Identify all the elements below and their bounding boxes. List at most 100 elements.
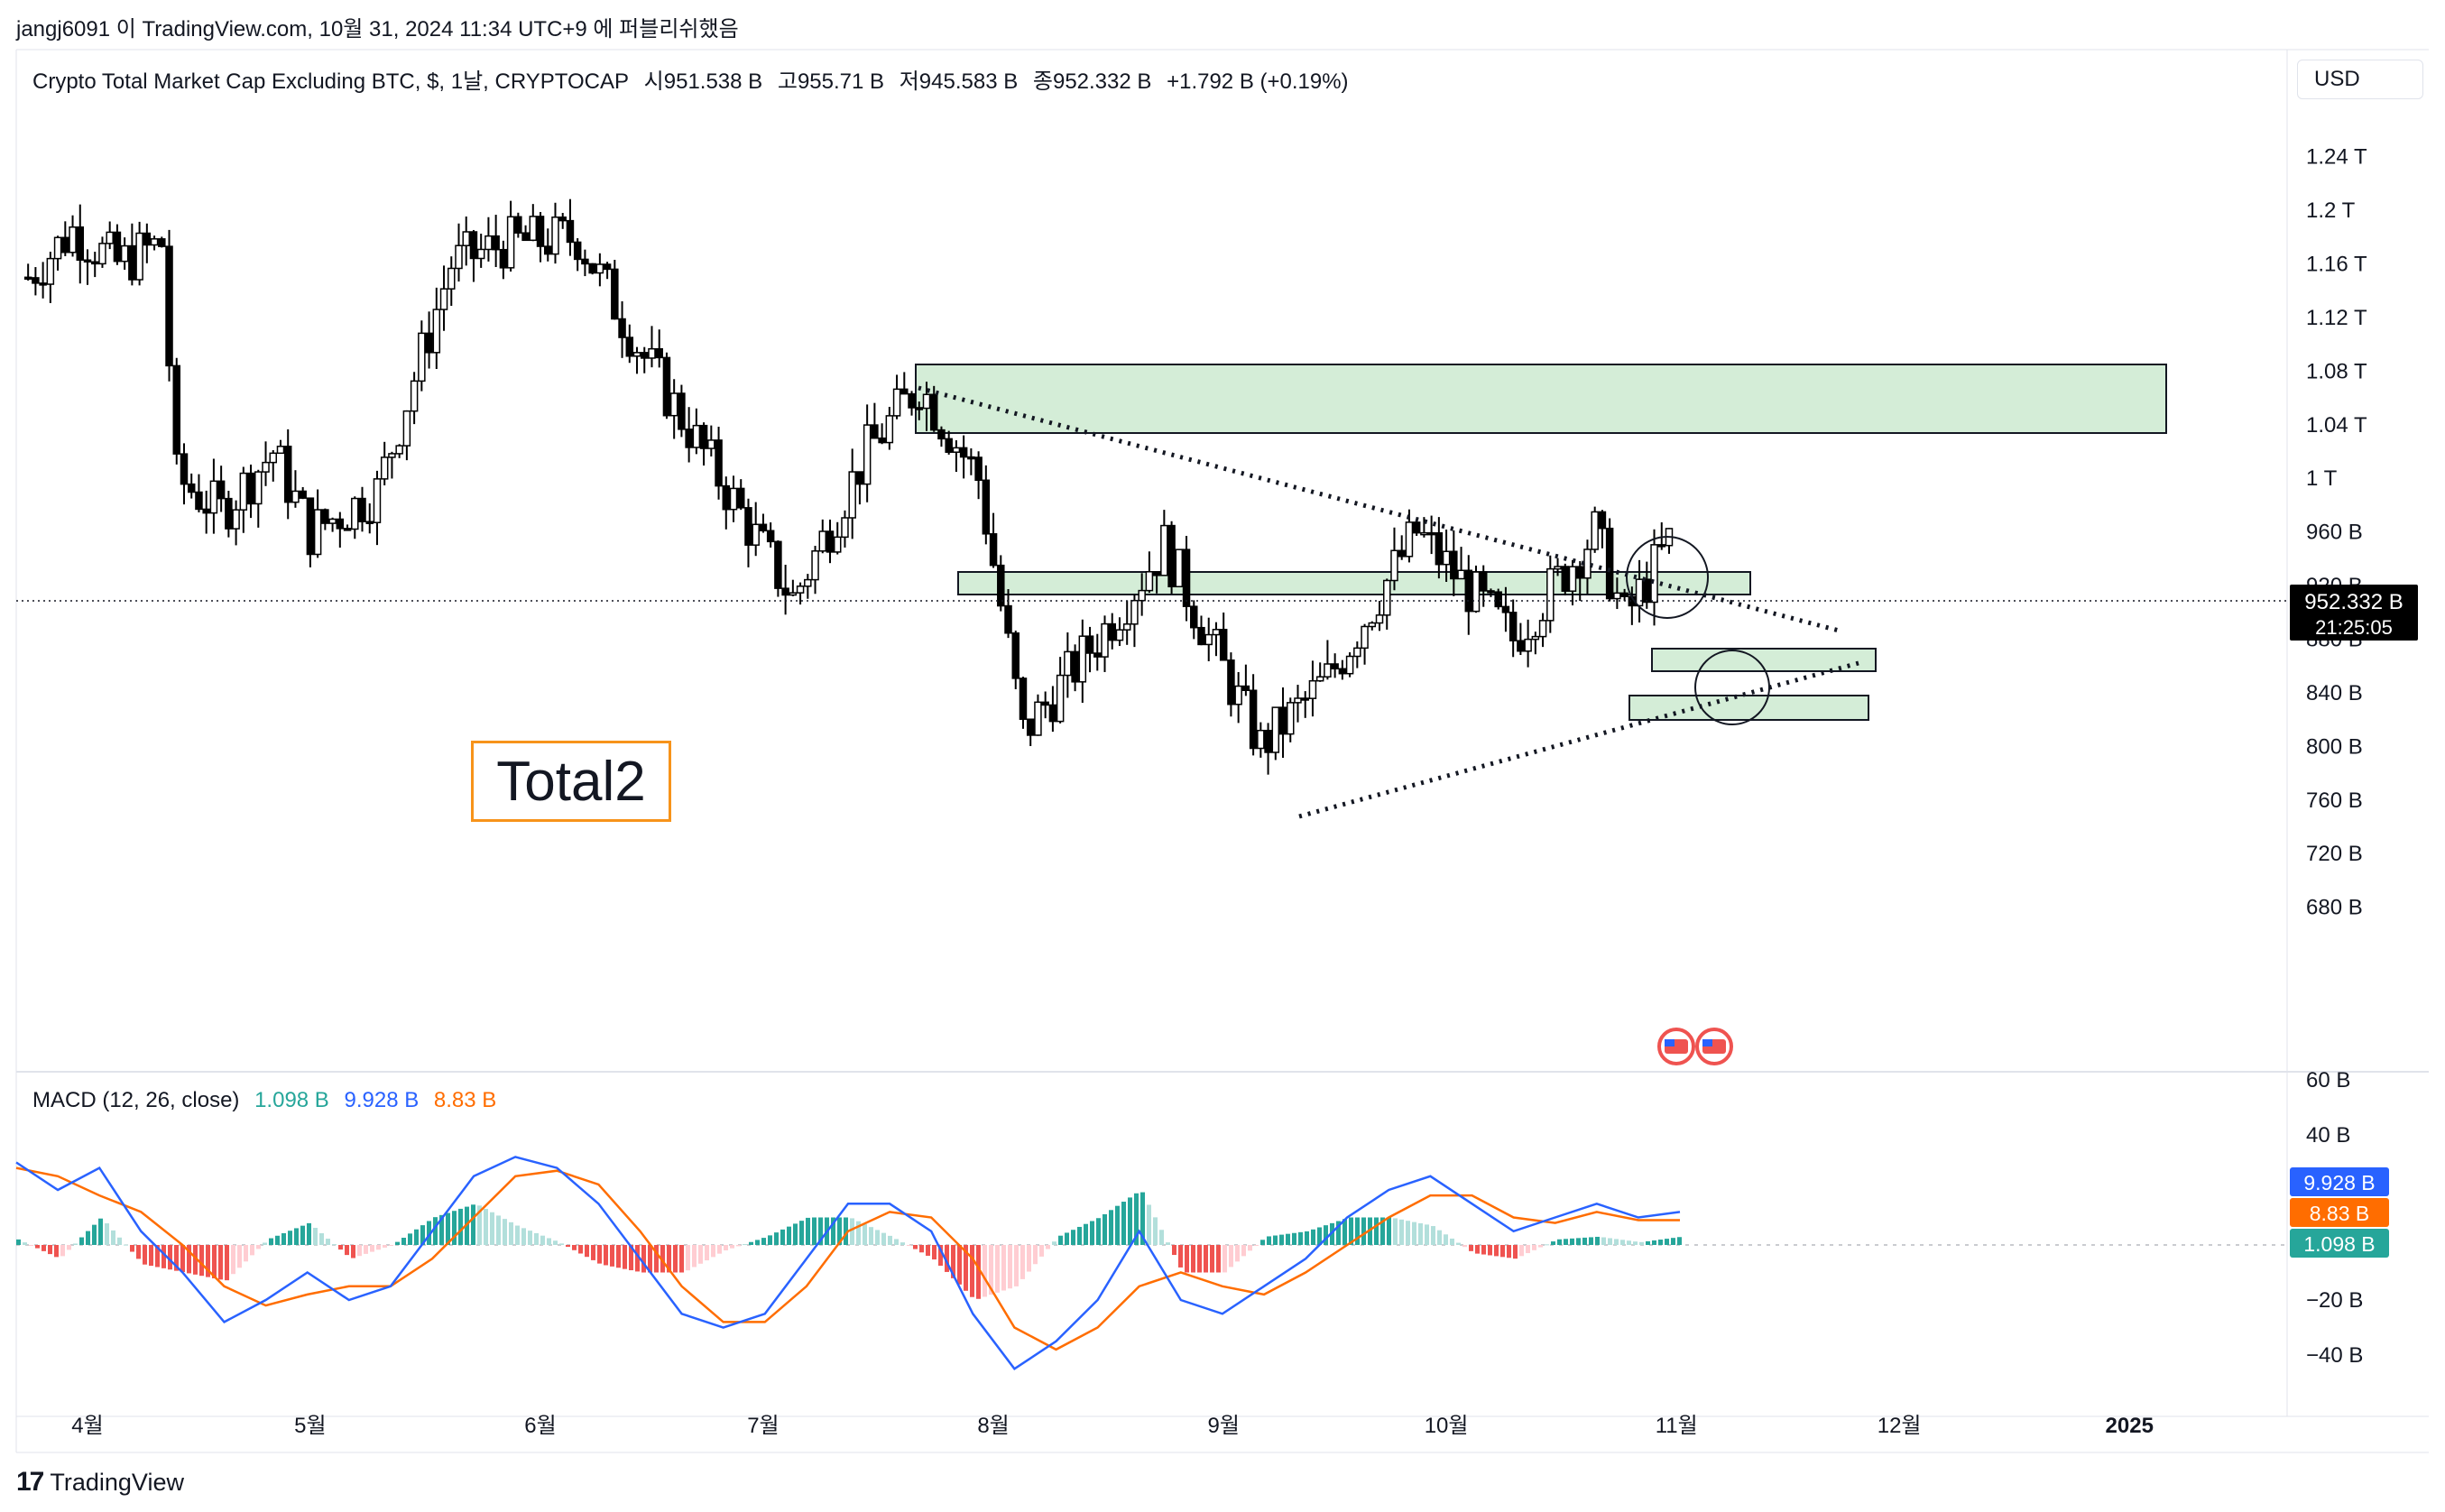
histogram-bar	[1519, 1245, 1524, 1257]
candle-body	[1338, 668, 1347, 675]
macd-title[interactable]: MACD (12, 26, close)	[32, 1088, 240, 1112]
candle-body	[172, 364, 181, 455]
histogram-bar	[1677, 1237, 1682, 1245]
histogram-bar	[130, 1245, 134, 1252]
candle-body	[128, 244, 136, 281]
histogram-bar	[1614, 1239, 1619, 1245]
histogram-bar	[420, 1225, 425, 1245]
candle-body	[418, 332, 426, 383]
candle-body	[1160, 524, 1168, 576]
histogram-bar	[143, 1245, 147, 1265]
descending-trendline[interactable]	[918, 385, 1843, 634]
candle-body	[150, 238, 159, 246]
price-tick-label: 1 T	[2306, 466, 2338, 491]
histogram-bar	[995, 1245, 1000, 1293]
candle-body	[1331, 663, 1339, 670]
histogram-bar	[105, 1223, 109, 1245]
retest-circle[interactable]	[1694, 650, 1770, 725]
histogram-bar	[509, 1222, 513, 1245]
candle-body	[313, 509, 322, 556]
histogram-bar	[29, 1245, 33, 1246]
histogram-bar	[1658, 1240, 1663, 1245]
candle-body	[818, 530, 827, 552]
breakout-circle[interactable]	[1626, 536, 1709, 619]
candle-body	[180, 453, 189, 485]
currency-button[interactable]: USD	[2297, 60, 2423, 99]
candle-body	[83, 259, 92, 263]
histogram-bar	[1039, 1245, 1044, 1257]
candle-body	[1398, 549, 1406, 558]
resistance-zone-mid[interactable]	[957, 571, 1751, 595]
candle-body	[1390, 549, 1398, 582]
candle-body	[262, 461, 270, 473]
histogram-bar	[1595, 1236, 1600, 1245]
candle-body	[863, 424, 872, 485]
tradingview-footer[interactable]: 17 TradingView	[16, 1467, 184, 1498]
ascending-trendline[interactable]	[1298, 660, 1859, 819]
histogram-bar	[458, 1208, 463, 1245]
candle-body	[796, 585, 805, 594]
candle-body	[276, 446, 285, 455]
candle-body	[447, 267, 456, 290]
histogram-bar	[913, 1245, 918, 1249]
histogram-bar	[1500, 1245, 1505, 1258]
histogram-bar	[16, 1239, 21, 1245]
signal-value-tag: 8.83 B	[2290, 1198, 2389, 1227]
candle-body	[439, 288, 448, 310]
histogram-bar	[641, 1245, 646, 1273]
histogram-bar	[863, 1223, 867, 1245]
histogram-bar	[180, 1245, 185, 1273]
candle-body	[752, 523, 760, 546]
symbol-title[interactable]: Crypto Total Market Cap Excluding BTC, $…	[32, 69, 629, 94]
histogram-bar	[1197, 1245, 1202, 1273]
candle-body	[120, 244, 129, 263]
candle-body	[1078, 635, 1087, 683]
candle-body	[997, 564, 1005, 607]
time-axis[interactable]: 4월 5월 6월 7월 8월 9월 10월 11월 12월 2025	[71, 1414, 2154, 1438]
histogram-bar	[1469, 1245, 1473, 1251]
histogram-bar	[780, 1229, 785, 1245]
candle-body	[1361, 625, 1369, 650]
histogram-bar	[692, 1245, 697, 1268]
us-flag-event-icon[interactable]	[1657, 1028, 1695, 1065]
candle-body	[967, 456, 975, 460]
histogram-bar	[345, 1245, 349, 1256]
candle-body	[1019, 678, 1028, 720]
histogram-bar	[1494, 1245, 1499, 1257]
macd-axis[interactable]: 60 B 40 B −20 B −40 B	[2306, 1068, 2363, 1368]
histogram-bar	[667, 1245, 671, 1273]
histogram-bar	[1027, 1245, 1031, 1272]
candle-body	[476, 248, 485, 260]
histogram-tag-label: 1.098 B	[2303, 1232, 2375, 1256]
us-flag-event-icon[interactable]	[1695, 1028, 1733, 1065]
total2-annotation[interactable]: Total2	[471, 741, 671, 822]
histogram-bar	[161, 1245, 166, 1268]
histogram-bar	[768, 1235, 772, 1245]
candle-body	[209, 480, 218, 514]
histogram-bar	[1109, 1210, 1113, 1245]
support-zone-lower[interactable]	[1628, 695, 1869, 721]
candle-body	[1241, 685, 1250, 691]
candle-body	[1138, 589, 1146, 602]
candle-body	[343, 528, 352, 531]
candle-body	[1575, 566, 1584, 579]
low-value: 저945.583 B	[899, 69, 1019, 94]
candle-body	[1605, 527, 1614, 600]
candle-body	[908, 392, 916, 409]
price-tick-label: 1.12 T	[2306, 306, 2367, 330]
candlestick-series	[23, 198, 1674, 775]
resistance-zone-upper[interactable]	[915, 364, 2167, 434]
histogram-bar	[1185, 1245, 1189, 1273]
candle-body	[1212, 629, 1221, 636]
candle-body	[1457, 569, 1465, 580]
candle-body	[1464, 569, 1473, 613]
candle-body	[1568, 566, 1577, 592]
candle-body	[1026, 718, 1035, 736]
change-value: +1.792 B (+0.19%)	[1167, 69, 1349, 94]
time-tick-label: 9월	[1207, 1414, 1239, 1438]
price-axis[interactable]: 1.24 T 1.2 T 1.16 T 1.12 T 1.08 T 1.04 T 1 T 96…	[2306, 145, 2367, 920]
histogram-bar	[1564, 1239, 1568, 1245]
histogram-bar	[1222, 1245, 1227, 1273]
histogram-bar	[1248, 1245, 1252, 1251]
